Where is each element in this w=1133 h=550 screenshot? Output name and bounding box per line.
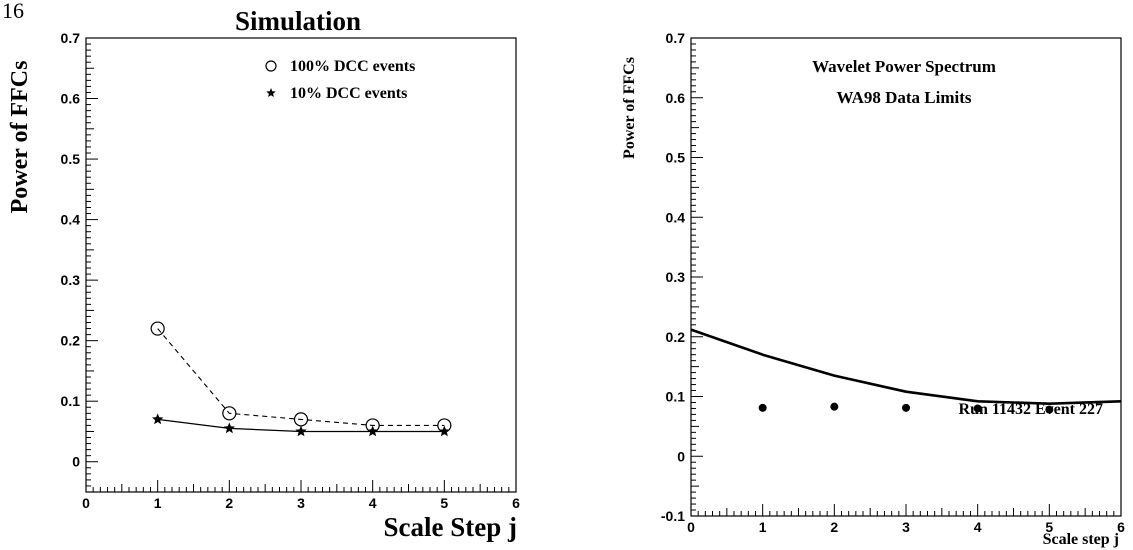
series-10pct-point	[223, 422, 235, 434]
data-point	[830, 402, 839, 411]
right-y-tick-label: 0.4	[666, 209, 686, 225]
right-x-tick-label: 0	[687, 519, 695, 535]
right-x-axis-label: Scale step j	[1043, 531, 1119, 548]
left-y-tick-label: 0.6	[61, 91, 81, 107]
series-10pct-point	[295, 425, 307, 437]
left-x-tick-label: 0	[82, 495, 90, 511]
right-x-tick-label: 6	[1117, 519, 1125, 535]
left-x-tick-label: 3	[297, 495, 305, 511]
right-y-axis-label: Power of FFCs	[621, 57, 638, 159]
right-y-tick-label: -0.1	[661, 508, 685, 524]
series-10pct-point	[438, 425, 450, 437]
left-title: Simulation	[235, 6, 361, 36]
right-x-tick-label: 4	[974, 519, 982, 535]
right-y-tick-label: 0.6	[666, 90, 686, 106]
legend-marker-open-circle	[265, 60, 277, 72]
left-x-tick-label: 4	[369, 495, 377, 511]
right-series-layer	[690, 328, 1122, 414]
data-point	[1045, 405, 1054, 414]
left-frame	[85, 37, 517, 493]
series-10pct-point	[367, 425, 379, 437]
right-x-tick-label: 5	[1045, 519, 1053, 535]
right-y-tick-label: 0.7	[666, 30, 686, 46]
right-y-tick-label: 0.1	[666, 389, 686, 405]
left-y-tick-label: 0.2	[61, 333, 81, 349]
left-y-tick-label: 0.1	[61, 393, 81, 409]
left-y-tick-label: 0.4	[61, 212, 81, 228]
left-x-tick-label: 1	[154, 495, 162, 511]
left-x-tick-label: 2	[225, 495, 233, 511]
right-chart: Power of FFCs Scale step j 0 1 2 3 4 5 6-0.100…	[621, 30, 1125, 548]
right-y-tick-label: 0.2	[666, 329, 686, 345]
right-annotation-wavelet: Wavelet Power Spectrum	[812, 57, 996, 76]
right-y-tick-label: 0.3	[666, 269, 686, 285]
right-x-tick-label: 2	[830, 519, 838, 535]
series-100pct-line	[157, 328, 445, 426]
data-point	[902, 403, 910, 412]
legend-label-100pct: 100% DCC events	[290, 58, 415, 75]
right-annotation-run: Run 11432 Event 227	[959, 401, 1103, 418]
right-x-tick-label: 1	[759, 519, 767, 535]
data-point	[758, 403, 767, 412]
left-x-tick-label: 5	[440, 495, 448, 511]
left-axes: 0 1 2 3 4 5 6 0 0.1 0.2 0.3 0.4 0.5 0.6 0.7	[61, 30, 521, 511]
legend-marker-star	[266, 88, 276, 97]
left-y-axis-label: Power of FFCs	[7, 61, 33, 214]
right-y-tick-label: 0	[677, 448, 685, 464]
left-legend: 100% DCC events 10% DCC events	[265, 58, 415, 102]
limit-curve	[690, 328, 1122, 405]
series-100pct-point	[222, 406, 237, 421]
left-y-tick-label: 0.5	[61, 151, 81, 167]
left-series-layer	[150, 321, 452, 437]
left-x-axis-label: Scale Step j	[384, 512, 517, 542]
left-chart: Simulation Power of FFCs Scale Step j 0 1…	[7, 6, 520, 542]
left-x-tick-label: 6	[512, 495, 520, 511]
right-annotation-wa98: WA98 Data Limits	[836, 88, 971, 107]
right-x-tick-label: 3	[902, 519, 910, 535]
right-axes: 0 1 2 3 4 5 6-0.100.10.20.30.40.50.60.7	[661, 30, 1125, 535]
left-y-tick-label: 0.3	[61, 272, 81, 288]
left-y-tick-label: 0	[72, 454, 80, 470]
legend-label-10pct: 10% DCC events	[290, 85, 407, 102]
series-10pct-point	[152, 413, 164, 425]
data-point	[973, 404, 982, 413]
right-y-tick-label: 0.5	[666, 150, 686, 166]
series-100pct-point	[150, 321, 165, 336]
right-frame	[690, 37, 1122, 517]
page-number: 16	[2, 0, 24, 23]
left-y-tick-label: 0.7	[61, 30, 81, 46]
